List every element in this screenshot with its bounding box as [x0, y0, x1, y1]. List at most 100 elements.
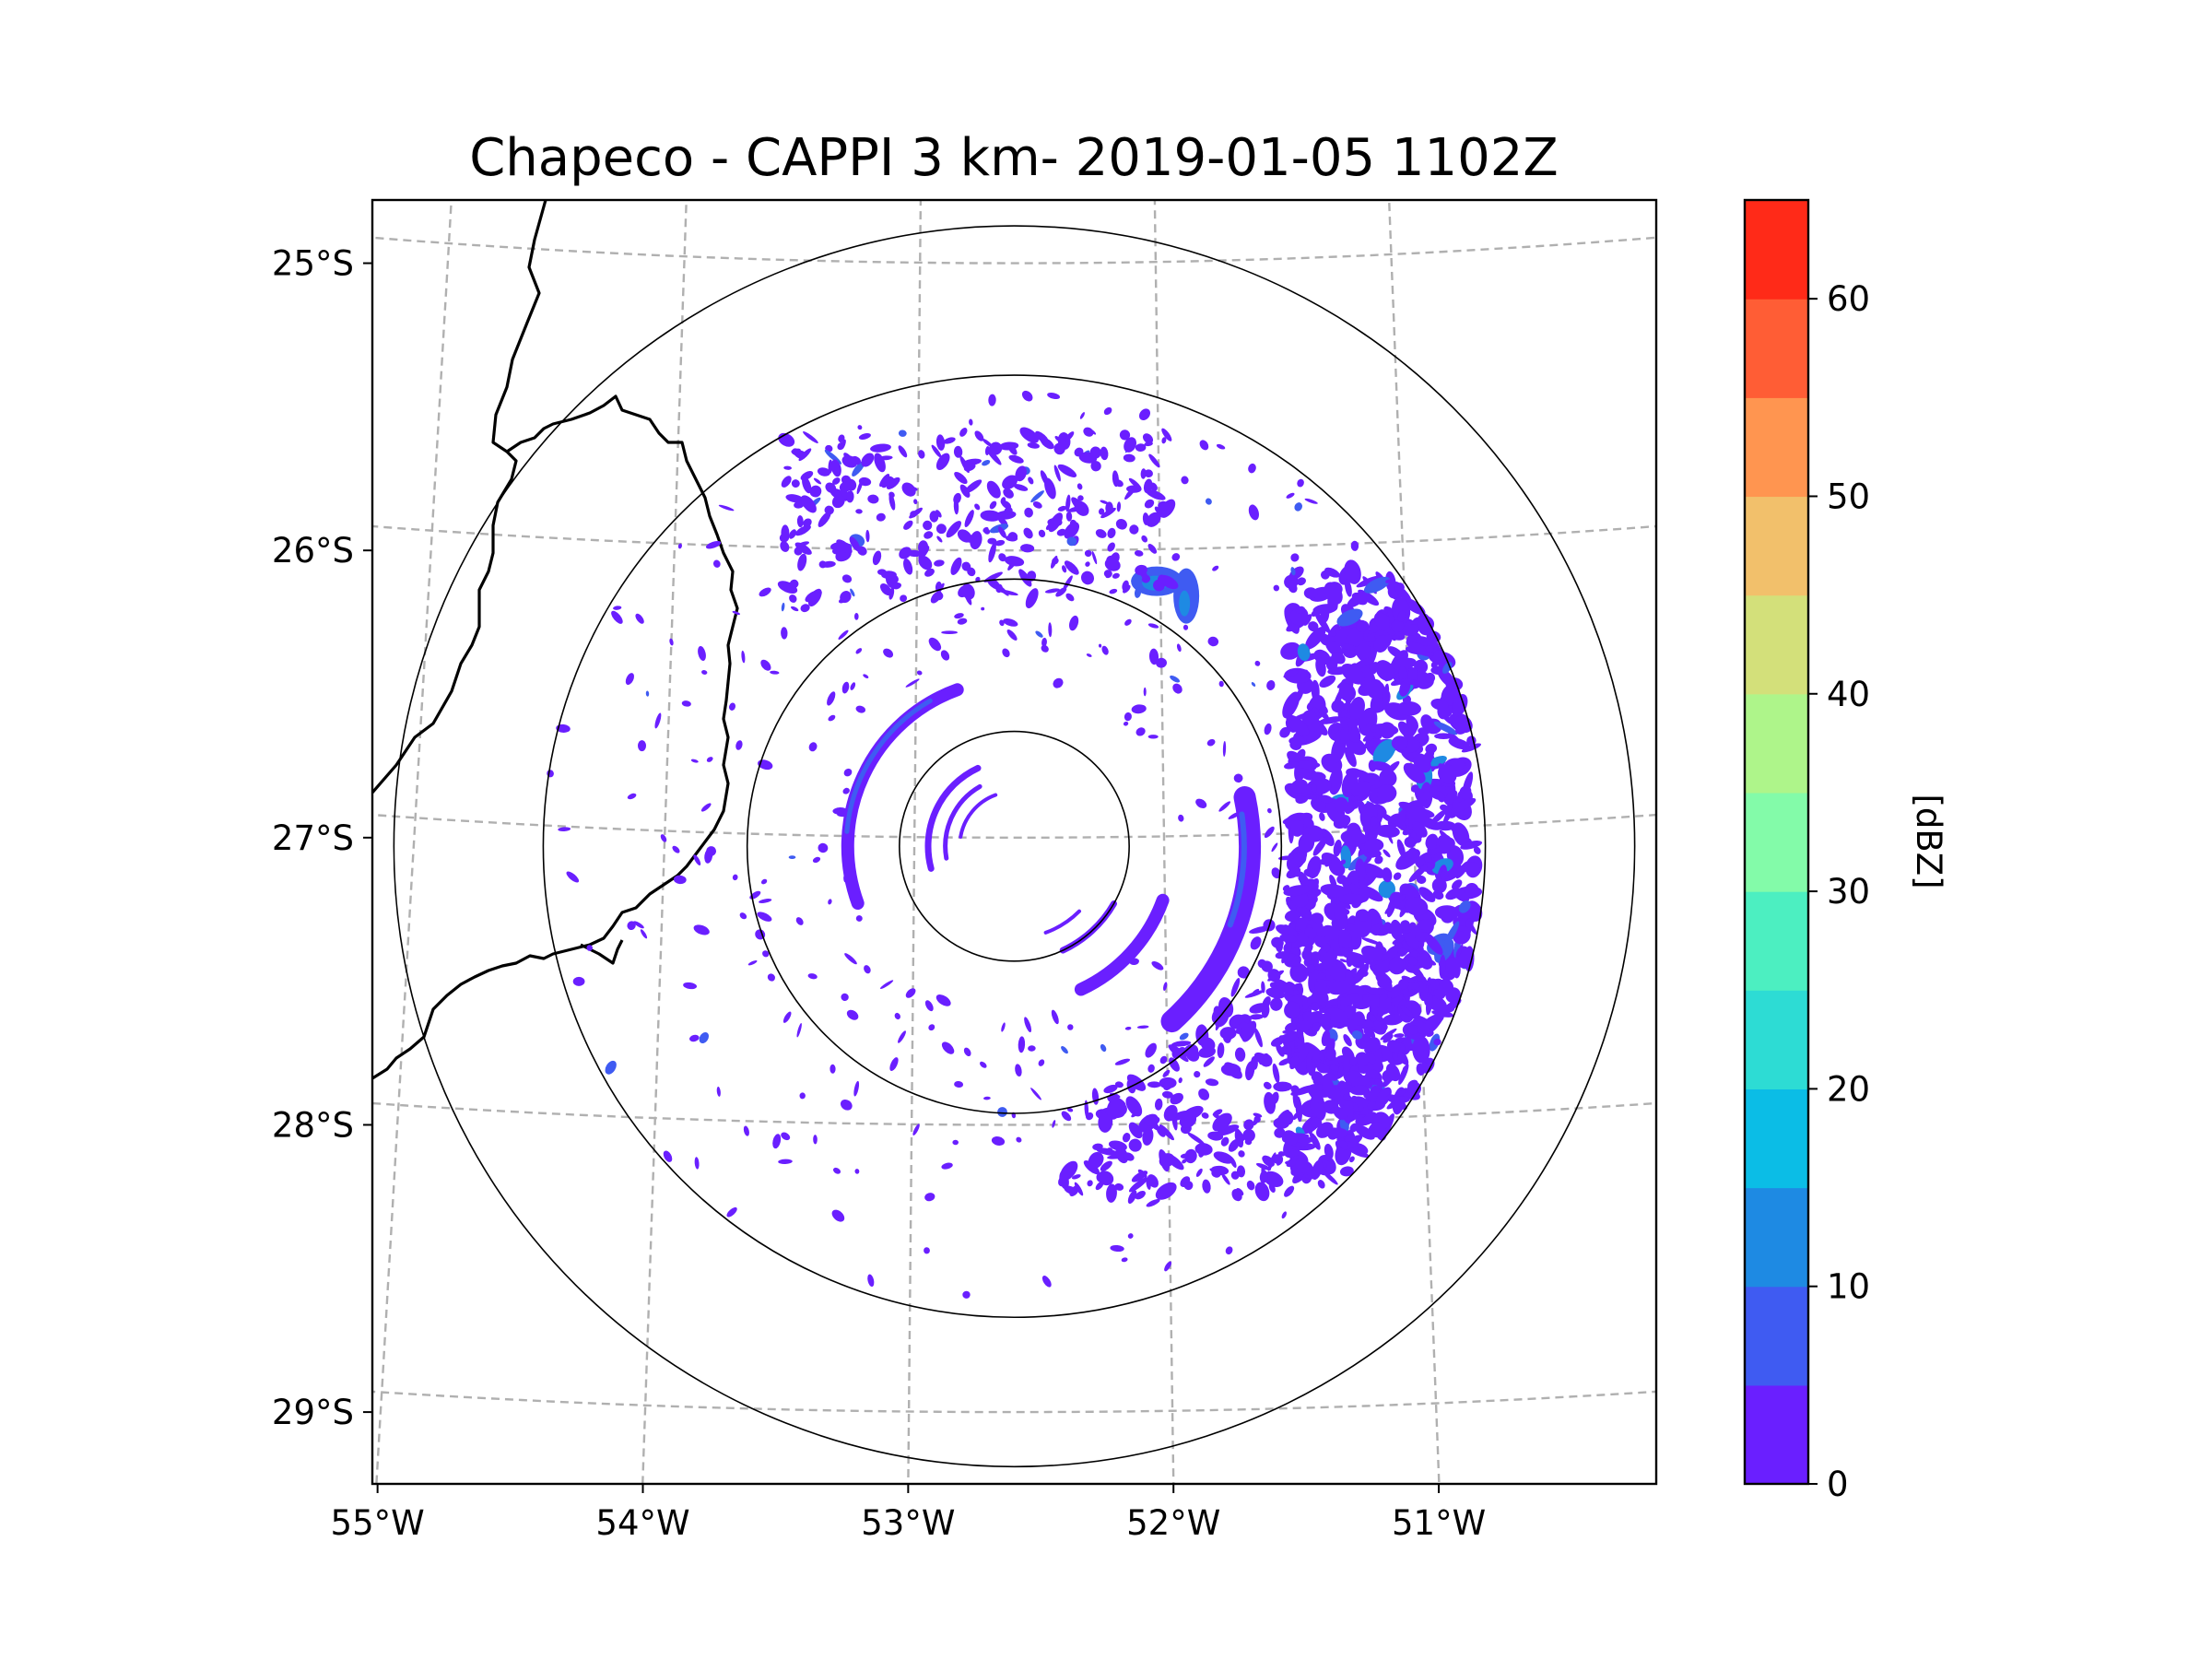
echo-cell [959, 484, 971, 498]
echo-cell [1363, 737, 1381, 749]
echo-cell [1460, 841, 1483, 850]
echo-cell [1131, 704, 1147, 714]
echo-cell [1041, 637, 1047, 647]
echo-cell [1310, 1117, 1323, 1128]
echo-cell [1286, 714, 1310, 736]
echo-cell [1343, 877, 1353, 886]
echo-cell [672, 845, 680, 853]
echo-cell [1360, 945, 1382, 961]
echo-cell [849, 536, 861, 552]
colorbar-frame [1743, 198, 1810, 1486]
echo-cell [1124, 485, 1137, 500]
echo-cell [1201, 1112, 1209, 1119]
parallel-line [372, 524, 1656, 552]
echo-cell [1038, 529, 1046, 538]
echo-cell [1390, 919, 1403, 940]
echo-cell [1144, 469, 1153, 478]
y-tick-label: 28°S [272, 1105, 354, 1145]
echo-cell [1374, 855, 1383, 865]
echo-cell [1418, 946, 1424, 955]
y-tick-label: 27°S [272, 818, 354, 858]
parallel-line [372, 1101, 1656, 1126]
echo-cell [1302, 996, 1310, 1010]
echo-cell [1420, 714, 1434, 731]
echo-cell [1145, 1042, 1157, 1058]
echo-cell [913, 499, 918, 505]
echo-cell [1356, 575, 1381, 588]
echo-cell [1417, 976, 1431, 986]
echo-cell [1297, 1029, 1304, 1035]
echo-cell [1281, 942, 1292, 964]
echo-cell [1085, 561, 1090, 567]
colorbar-segment [1745, 1088, 1808, 1189]
echo-cell [1284, 761, 1300, 770]
echo-cell [700, 803, 712, 812]
echo-cell [957, 529, 972, 543]
echo-cell [1181, 476, 1189, 485]
echo-cell [611, 610, 623, 624]
echo-cell [1194, 1070, 1201, 1078]
echo-cell [1318, 716, 1345, 724]
echo-cell [1380, 1023, 1388, 1031]
echo-cell [1128, 1122, 1143, 1139]
echo-cell [1353, 1011, 1366, 1026]
echo-cell [842, 787, 850, 794]
echo-cell [640, 929, 648, 939]
echo-cell [899, 547, 912, 559]
echo-cell [1298, 875, 1306, 882]
echo-cell [1433, 1038, 1441, 1046]
echo-cell [982, 438, 994, 448]
echo-cell [846, 1009, 859, 1020]
echo-cell [1222, 741, 1227, 757]
echo-cell [1026, 571, 1037, 582]
echo-cell [1291, 852, 1306, 866]
colorbar-ticks: 0 10 20 30 40 50 60 [1808, 279, 1870, 1504]
echo-cell [898, 429, 907, 437]
echo-cell [778, 432, 795, 447]
echo-cell [1143, 687, 1147, 697]
echo-cell [796, 1022, 802, 1038]
echo-cell [1053, 465, 1061, 482]
echo-cell [781, 627, 788, 640]
echo-cell [1331, 725, 1339, 734]
echo-arc [844, 698, 933, 834]
echo-cell [1018, 569, 1032, 587]
echo-cell [586, 945, 594, 951]
echo-cell [1123, 721, 1129, 726]
echo-cell [918, 555, 933, 571]
echo-cell [1311, 606, 1324, 617]
echo-cell [1124, 712, 1132, 722]
echo-cell [1024, 1017, 1032, 1033]
echo-cell [1156, 657, 1167, 668]
echo-cell [1306, 1057, 1313, 1075]
echo-cell [1375, 1087, 1392, 1108]
echo-cell [830, 459, 841, 477]
echo-cell [1249, 1014, 1264, 1020]
echo-cell [781, 602, 785, 612]
echo-cell [1147, 735, 1159, 739]
echo-cell [836, 539, 853, 554]
echo-cell [1274, 979, 1294, 995]
echo-cell [1355, 909, 1371, 922]
echo-cell [1182, 1105, 1204, 1121]
echo-cell [1377, 996, 1392, 1017]
echo-cell [1020, 544, 1035, 553]
meridian-line [907, 200, 923, 1484]
echo-cell [788, 855, 796, 859]
echo-cell [1263, 1171, 1284, 1188]
echo-cell [770, 670, 780, 675]
echo-cell [1325, 1047, 1336, 1061]
echo-cell [1281, 1132, 1292, 1143]
echo-cell [1374, 1122, 1387, 1141]
echo-cell [831, 494, 845, 509]
echo-cell [879, 980, 894, 989]
echo-cell [1129, 524, 1139, 535]
echo-cell [987, 537, 997, 545]
echo-cell [1412, 821, 1428, 838]
echo-cell [1030, 1088, 1041, 1100]
echo-cell [1424, 854, 1432, 863]
colorbar-segment [1745, 1286, 1808, 1386]
echo-cell [1032, 501, 1042, 509]
echo-cell [1281, 1211, 1287, 1219]
